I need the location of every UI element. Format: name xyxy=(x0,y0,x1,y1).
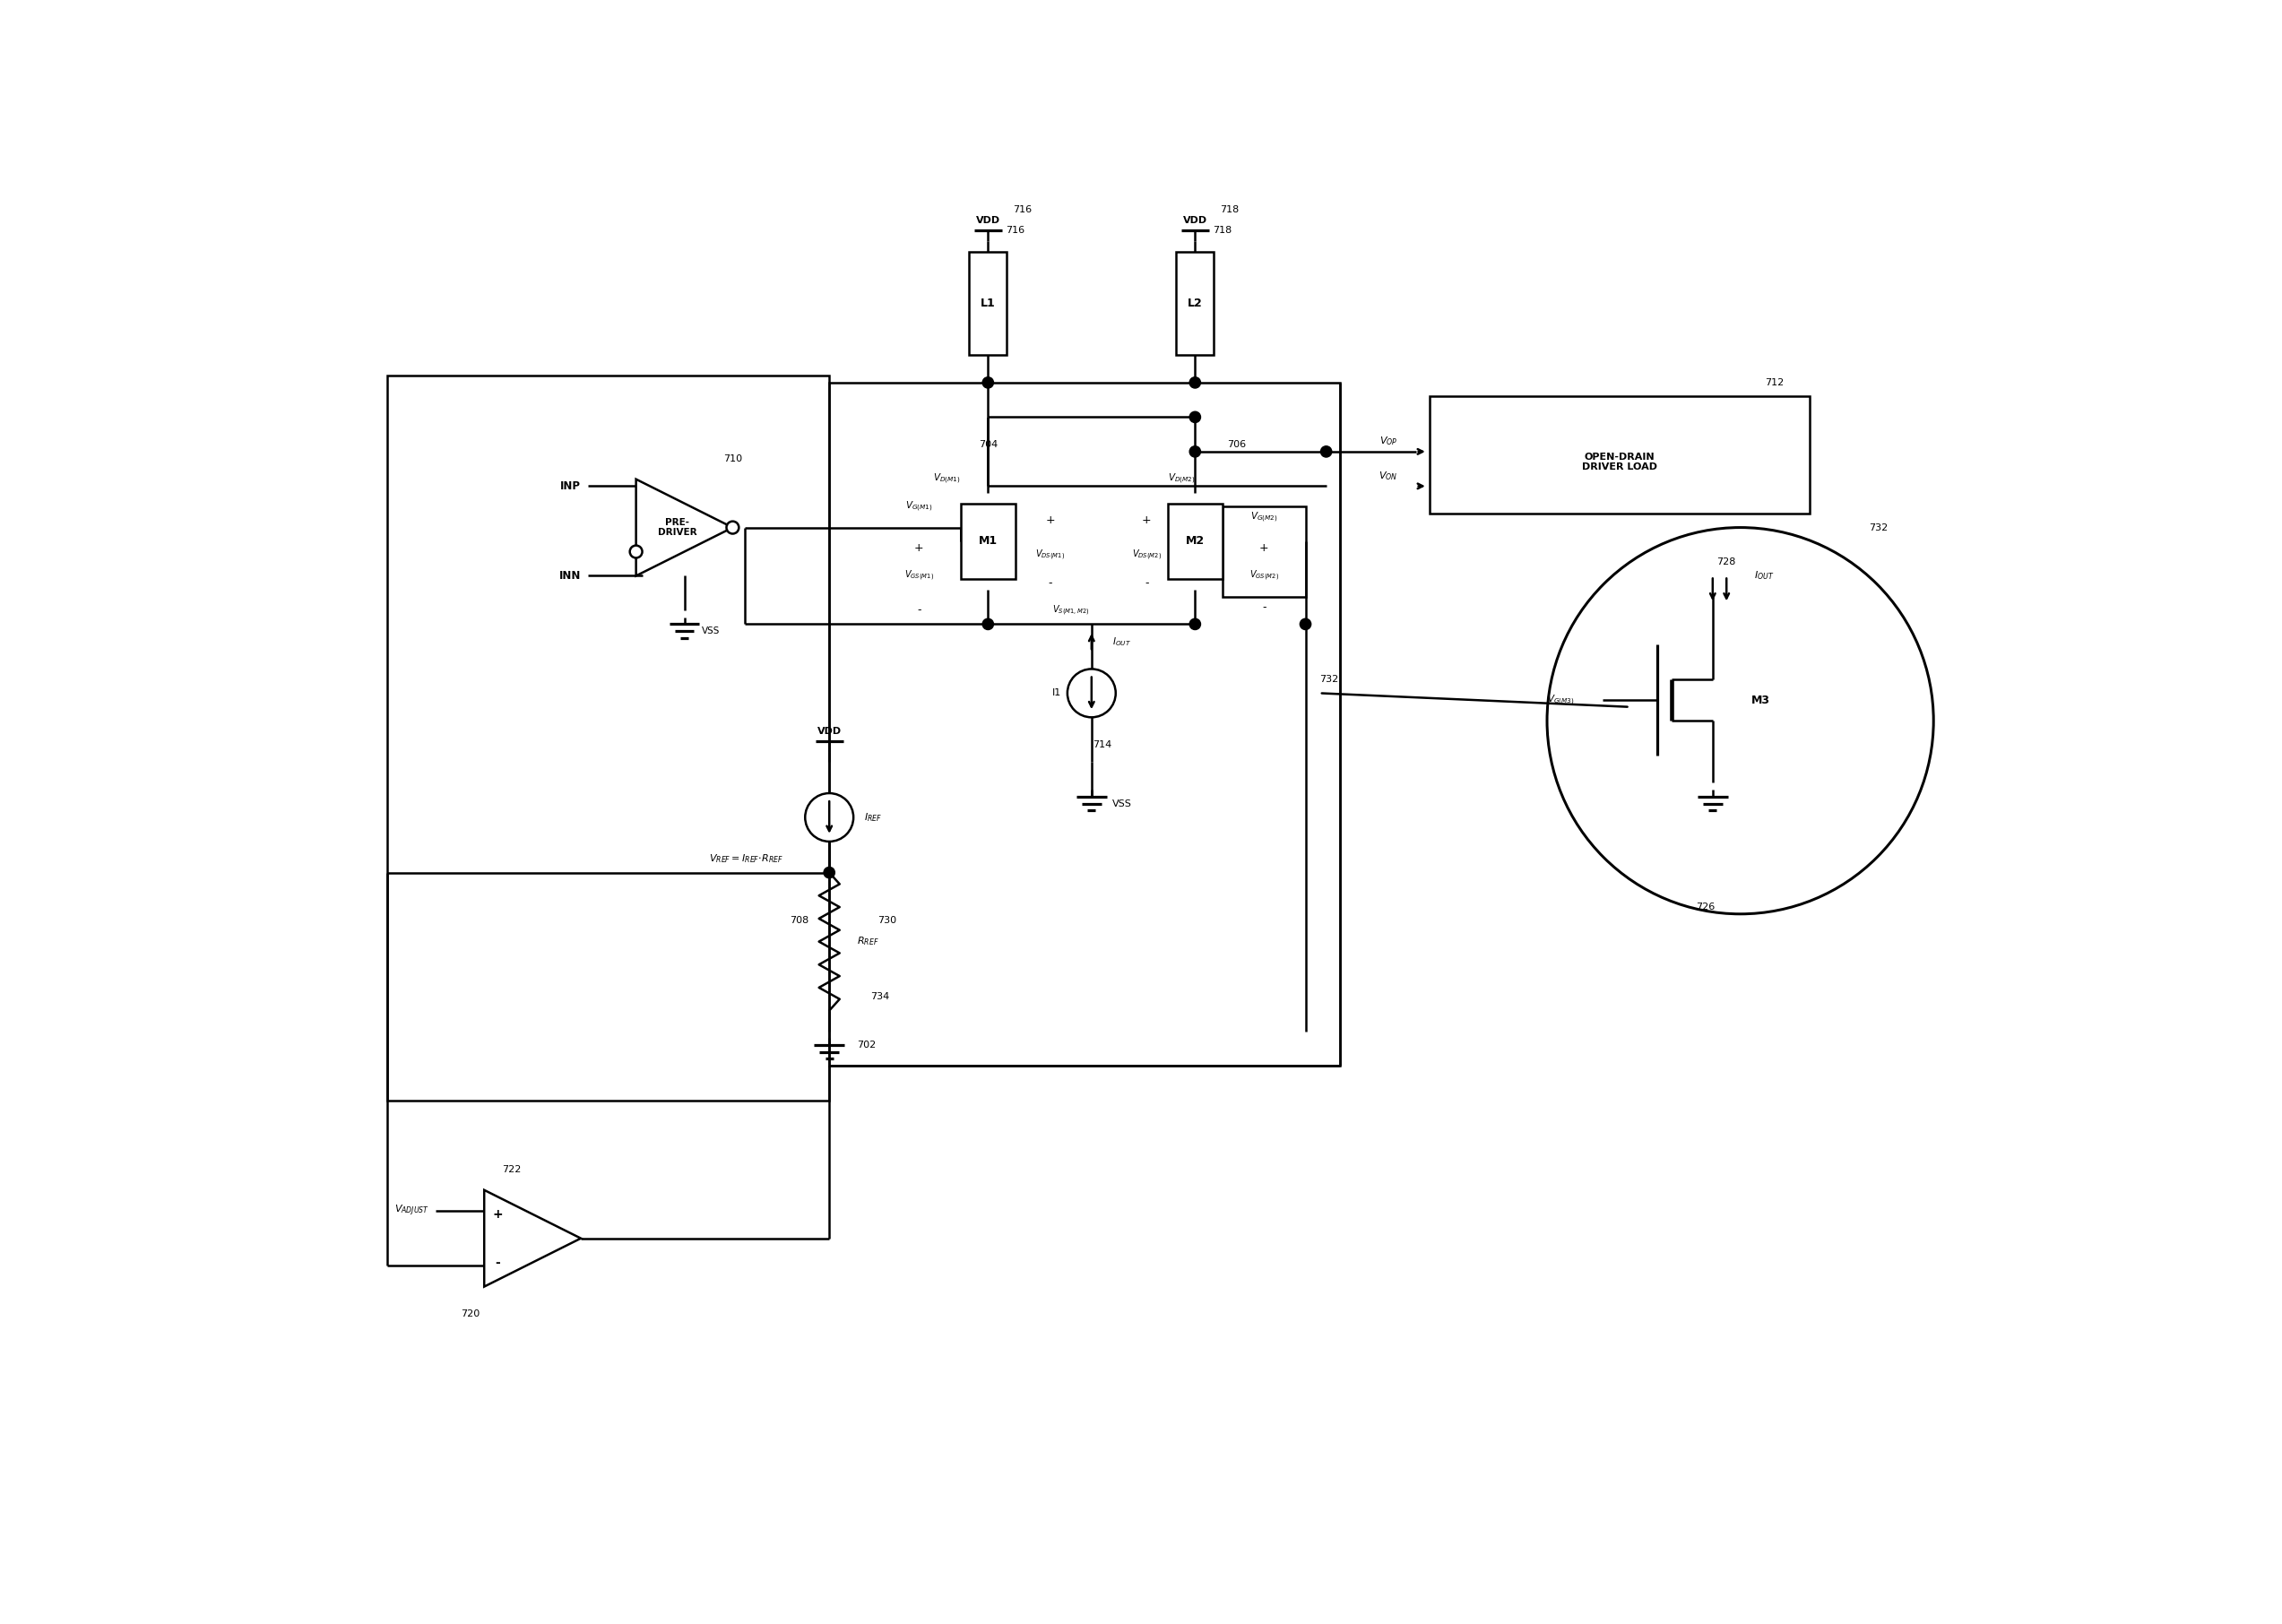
Text: -: - xyxy=(1047,577,1052,588)
Text: 726: 726 xyxy=(1696,903,1716,911)
Circle shape xyxy=(824,867,835,879)
Bar xyxy=(828,383,1340,1065)
Circle shape xyxy=(726,521,739,534)
Text: I1: I1 xyxy=(1052,689,1061,698)
Text: VDD: VDD xyxy=(1182,216,1207,224)
Text: M2: M2 xyxy=(1187,536,1205,547)
Text: $V_{G(M1)}$: $V_{G(M1)}$ xyxy=(906,500,933,513)
Text: $V_{D(M1)}$: $V_{D(M1)}$ xyxy=(933,473,961,486)
Text: 732: 732 xyxy=(1869,523,1887,533)
Text: 716: 716 xyxy=(1013,206,1031,214)
Text: $V_{GS(M1)}$: $V_{GS(M1)}$ xyxy=(904,568,933,583)
Bar xyxy=(388,375,828,1101)
Text: +: + xyxy=(493,1208,504,1221)
Bar xyxy=(1223,507,1305,596)
Text: -: - xyxy=(495,1257,500,1268)
Text: 720: 720 xyxy=(461,1311,479,1319)
Circle shape xyxy=(1189,447,1200,456)
Text: $V_{D(M2)}$: $V_{D(M2)}$ xyxy=(1168,473,1196,486)
Circle shape xyxy=(1189,411,1200,422)
Circle shape xyxy=(806,793,853,841)
Text: 716: 716 xyxy=(1006,226,1025,235)
Text: $I_{OUT}$: $I_{OUT}$ xyxy=(1755,570,1773,581)
Polygon shape xyxy=(484,1190,582,1286)
Text: -: - xyxy=(1262,601,1267,612)
Circle shape xyxy=(1189,377,1200,388)
Bar xyxy=(1168,503,1223,580)
Text: -: - xyxy=(917,604,922,615)
Bar xyxy=(970,252,1006,356)
Text: $V_{ON}$: $V_{ON}$ xyxy=(1378,469,1399,482)
Text: INP: INP xyxy=(559,481,582,492)
Text: INN: INN xyxy=(559,570,582,581)
Text: 718: 718 xyxy=(1214,226,1232,235)
Text: 732: 732 xyxy=(1319,676,1337,684)
Text: 722: 722 xyxy=(502,1164,520,1174)
Text: L1: L1 xyxy=(981,297,995,309)
Text: VDD: VDD xyxy=(817,726,842,736)
Text: 706: 706 xyxy=(1228,440,1246,450)
Text: $V_{G(M3)}$: $V_{G(M3)}$ xyxy=(1547,693,1575,706)
Text: $V_{G(M2)}$: $V_{G(M2)}$ xyxy=(1251,510,1278,525)
Text: 712: 712 xyxy=(1766,378,1785,387)
Circle shape xyxy=(1189,619,1200,630)
Text: 730: 730 xyxy=(879,916,897,926)
Text: 704: 704 xyxy=(979,440,997,450)
Text: VSS: VSS xyxy=(1111,799,1132,809)
Text: +: + xyxy=(1045,515,1054,526)
Text: $V_{DS(M2)}$: $V_{DS(M2)}$ xyxy=(1132,549,1162,562)
Text: $V_{ADJUST}$: $V_{ADJUST}$ xyxy=(395,1203,429,1218)
Text: 734: 734 xyxy=(872,992,890,1002)
Text: M3: M3 xyxy=(1753,693,1771,706)
Text: PRE-
DRIVER: PRE- DRIVER xyxy=(657,518,696,538)
Text: OPEN-DRAIN
DRIVER LOAD: OPEN-DRAIN DRIVER LOAD xyxy=(1581,451,1657,471)
Text: $V_{DS(M1)}$: $V_{DS(M1)}$ xyxy=(1036,549,1066,562)
Circle shape xyxy=(630,546,641,559)
Circle shape xyxy=(1547,528,1933,914)
Text: 718: 718 xyxy=(1221,206,1239,214)
Circle shape xyxy=(1301,619,1310,630)
Polygon shape xyxy=(637,479,733,577)
Text: VDD: VDD xyxy=(977,216,1000,224)
Circle shape xyxy=(984,619,993,630)
Text: $V_{GS(M2)}$: $V_{GS(M2)}$ xyxy=(1248,568,1278,583)
Circle shape xyxy=(1068,669,1116,718)
Text: 702: 702 xyxy=(856,1041,876,1049)
Text: +: + xyxy=(1260,542,1269,554)
Text: 714: 714 xyxy=(1093,741,1111,749)
Text: $R_{REF}$: $R_{REF}$ xyxy=(856,935,879,948)
Text: M1: M1 xyxy=(979,536,997,547)
Text: VSS: VSS xyxy=(701,627,719,635)
Text: -: - xyxy=(1146,577,1148,588)
Text: $V_{OP}$: $V_{OP}$ xyxy=(1378,435,1397,448)
Bar xyxy=(961,503,1015,580)
Text: L2: L2 xyxy=(1187,297,1203,309)
Text: +: + xyxy=(1141,515,1152,526)
Text: $I_{REF}$: $I_{REF}$ xyxy=(865,810,881,823)
Bar xyxy=(1175,252,1214,356)
Text: $V_{REF}=I_{REF}{\cdot}R_{REF}$: $V_{REF}=I_{REF}{\cdot}R_{REF}$ xyxy=(710,853,783,866)
Bar xyxy=(1431,396,1810,513)
Text: 728: 728 xyxy=(1716,557,1737,567)
Circle shape xyxy=(984,377,993,388)
Circle shape xyxy=(1321,447,1333,456)
Text: +: + xyxy=(915,542,924,554)
Text: 710: 710 xyxy=(723,455,742,463)
Text: $V_{S(M1,M2)}$: $V_{S(M1,M2)}$ xyxy=(1052,604,1089,617)
Text: 708: 708 xyxy=(790,916,808,926)
Text: $I_{OUT}$: $I_{OUT}$ xyxy=(1111,635,1132,648)
